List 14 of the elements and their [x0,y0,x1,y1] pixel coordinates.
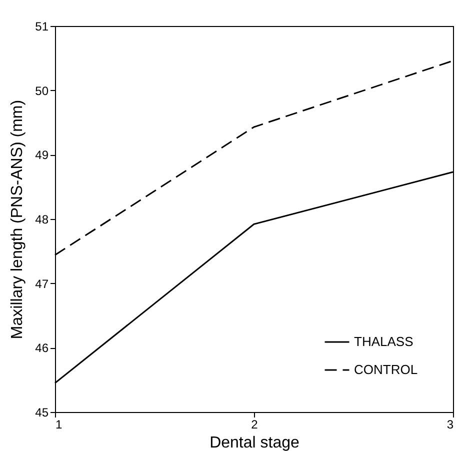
x-tick-label: 1 [56,418,62,432]
y-tick-label: 50 [35,84,49,98]
y-tick-label: 51 [35,20,49,34]
legend-label: CONTROL [354,362,418,377]
legend-label: THALASS [354,334,414,349]
x-tick-label: 3 [446,418,454,432]
y-tick-label: 47 [35,276,49,291]
y-tick-label: 46 [35,341,49,356]
x-axis-title: Dental stage [210,434,300,451]
y-tick-label: 48 [35,212,49,226]
y-tick-label: 45 [35,406,49,420]
x-tick-label: 2 [251,418,258,432]
y-tick-label: 49 [35,148,49,162]
y-axis-title: Maxillary length (PNS-ANS) (mm) [9,100,26,340]
